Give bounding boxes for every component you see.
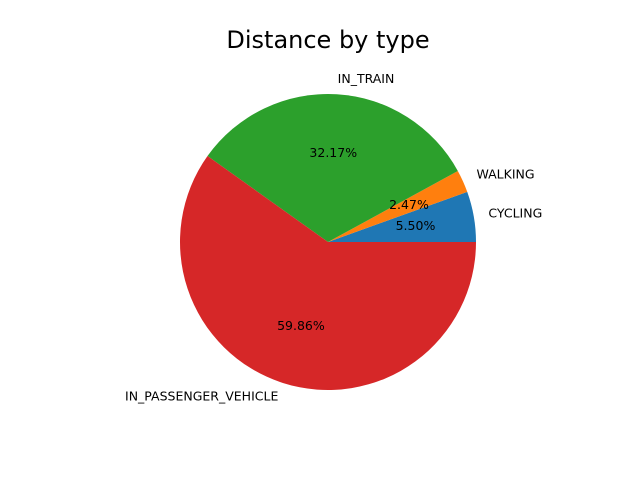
pct-label-walking: 2.47% [389,197,429,212]
slice-label-in-train: IN_TRAIN [338,71,395,86]
chart-title: Distance by type [226,26,429,54]
slice-label-in-passenger-vehicle: IN_PASSENGER_VEHICLE [125,389,278,404]
pie-slices [180,93,477,390]
slice-label-walking: WALKING [476,167,534,182]
pie-slice-in-passenger-vehicle [180,156,477,390]
pie-labels: CYCLING 5.50% WALKING 2.47% IN_TRAIN 32.17% IN… [125,71,542,404]
pie-slice-cycling [328,191,476,242]
pie-slice-in-train [207,93,458,242]
pct-label-in-train: 32.17% [309,145,357,160]
pct-label-cycling: 5.50% [396,218,436,233]
slice-label-cycling: CYCLING [488,206,542,221]
pct-label-in-passenger-vehicle: 59.86% [277,318,325,333]
pie-slice-walking [328,170,468,242]
